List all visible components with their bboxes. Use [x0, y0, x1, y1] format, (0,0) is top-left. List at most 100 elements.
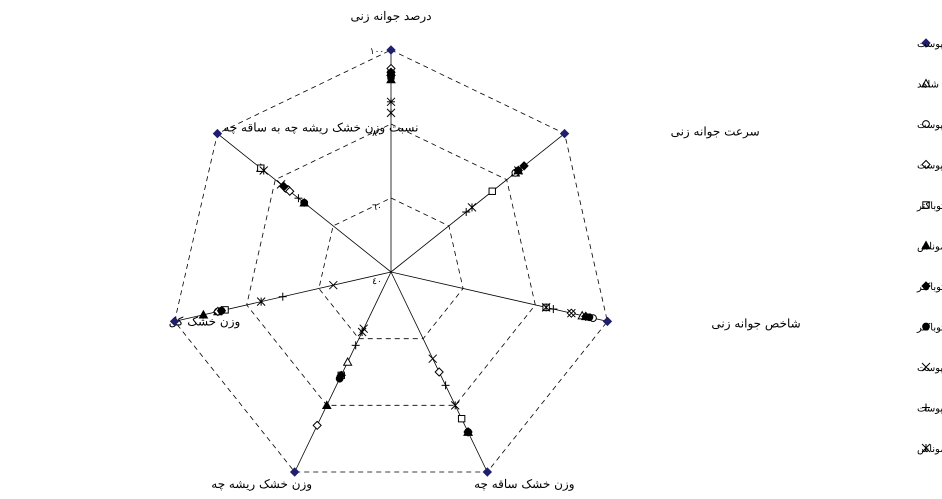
legend-item: سودوموناس+ورمی کمپوست — [917, 362, 942, 374]
legend-marker — [921, 240, 931, 250]
legend-marker — [921, 38, 931, 48]
data-point — [276, 179, 286, 189]
data-point — [387, 97, 395, 106]
axis-label-2: شاخص جوانه زنی — [711, 316, 800, 330]
grid — [174, 49, 608, 473]
axis-label-4: وزن خشک ریشه چه — [211, 477, 312, 491]
data-point — [559, 128, 570, 139]
legend-item: کمپوست+ورمی کمپوست — [917, 38, 942, 50]
data-point — [259, 166, 269, 175]
data-point — [519, 161, 529, 171]
data-markers — [169, 45, 613, 477]
data-point — [328, 280, 338, 290]
data-point — [387, 72, 395, 80]
legend-item: شاهد — [917, 78, 939, 91]
data-point — [549, 305, 558, 314]
legend-label: ورمی کمپوست — [917, 161, 942, 172]
legend-label: سودوموناس+ورمی کمپوست — [917, 363, 942, 374]
legend: کمپوست+ورمی کمپوست شاهد ازتوباکتر+کمپوست ور… — [916, 38, 942, 455]
data-point — [482, 467, 493, 477]
data-point — [488, 187, 496, 195]
series-10 — [256, 108, 551, 410]
data-point — [312, 420, 322, 431]
data-point — [602, 316, 613, 327]
legend-label: شاهد — [917, 80, 939, 91]
axis-line — [390, 133, 565, 273]
tick-label: ١٠٠ — [370, 47, 385, 57]
legend-label: سودوموناس+ازتوباکتر — [916, 323, 942, 334]
data-point — [256, 297, 266, 306]
data-point — [357, 327, 367, 337]
legend-marker — [921, 281, 931, 291]
data-point — [467, 203, 477, 212]
data-point — [441, 381, 450, 390]
legend-item: کمپوست — [917, 403, 942, 415]
data-point — [321, 400, 332, 410]
legend-item: ازتوباکتر — [916, 201, 942, 212]
axis-label-1: سرعت جوانه زنی — [671, 125, 760, 139]
data-point — [434, 367, 444, 377]
legend-item: ورمی کمپوست — [917, 159, 942, 172]
tick-label: ٦٠ — [372, 203, 382, 213]
legend-label: ازتوباکتر — [916, 201, 942, 212]
tick-label: ٨٠ — [372, 129, 382, 139]
legend-label: کمپوست+سودوموناس — [917, 444, 942, 455]
legend-marker — [921, 362, 931, 372]
axis-label-3: وزن خشک ساقه چه — [474, 477, 574, 491]
legend-item: سودوموناس+ازتوباکتر — [916, 323, 942, 334]
series-8 — [276, 97, 576, 364]
series-3 — [213, 63, 577, 431]
legend-marker — [921, 159, 931, 170]
series-9 — [278, 97, 558, 390]
legend-item: ورمی کمپوست+ازتوباکتر — [916, 281, 942, 293]
data-point — [198, 309, 209, 319]
data-point — [386, 108, 396, 118]
legend-label: ورمی کمپوست+ازتوباکتر — [916, 282, 942, 293]
grid-ring-80 — [246, 123, 536, 406]
data-point — [541, 303, 551, 312]
data-point — [462, 208, 471, 217]
data-point — [450, 400, 460, 410]
legend-item: کمپوست+سودوموناس — [917, 443, 942, 455]
legend-marker — [921, 443, 931, 453]
legend-marker — [921, 78, 931, 88]
legend-item: سودوموناس — [917, 240, 942, 253]
axis-label-0: درصد جوانه زنی — [350, 9, 431, 23]
legend-marker — [922, 403, 930, 412]
data-point — [212, 128, 223, 139]
data-point — [457, 414, 466, 423]
legend-label: ازتوباکتر+کمپوست — [917, 120, 942, 131]
data-point — [428, 354, 438, 364]
legend-marker — [922, 120, 930, 128]
series-0 — [169, 45, 613, 477]
legend-item: ازتوباکتر+کمپوست — [917, 120, 942, 131]
legend-marker — [922, 201, 930, 209]
data-point — [567, 308, 576, 318]
data-point — [342, 356, 353, 366]
data-point — [464, 428, 472, 436]
legend-label: کمپوست — [917, 404, 942, 415]
data-point — [513, 166, 523, 175]
axis-labels: درصد جوانه زنی سرعت جوانه زنی شاخص جوانه ز… — [169, 9, 801, 491]
data-point — [278, 292, 287, 301]
data-point — [294, 194, 303, 203]
data-point — [289, 467, 300, 477]
legend-marker — [922, 322, 930, 331]
data-point — [351, 341, 360, 350]
legend-label: کمپوست+ورمی کمپوست — [917, 39, 942, 50]
axis-label-5: وزن خشک کل — [169, 314, 241, 328]
tick-label: ٤٠ — [372, 277, 382, 287]
data-point — [169, 316, 180, 327]
data-point — [300, 198, 309, 207]
grid-ring-60 — [318, 197, 464, 340]
axis-label-6: نسبت وزن خشک ریشه چه به ساقه چه — [223, 121, 418, 135]
radial-tick-labels: ٤٠ ٦٠ ٨٠ ١٠٠ — [370, 47, 385, 287]
data-point — [217, 306, 226, 315]
data-point — [386, 45, 396, 55]
data-point — [335, 374, 344, 383]
data-point — [285, 186, 295, 196]
series-7 — [217, 72, 594, 436]
legend-label: سودوموناس — [917, 242, 942, 253]
data-point — [585, 313, 594, 322]
